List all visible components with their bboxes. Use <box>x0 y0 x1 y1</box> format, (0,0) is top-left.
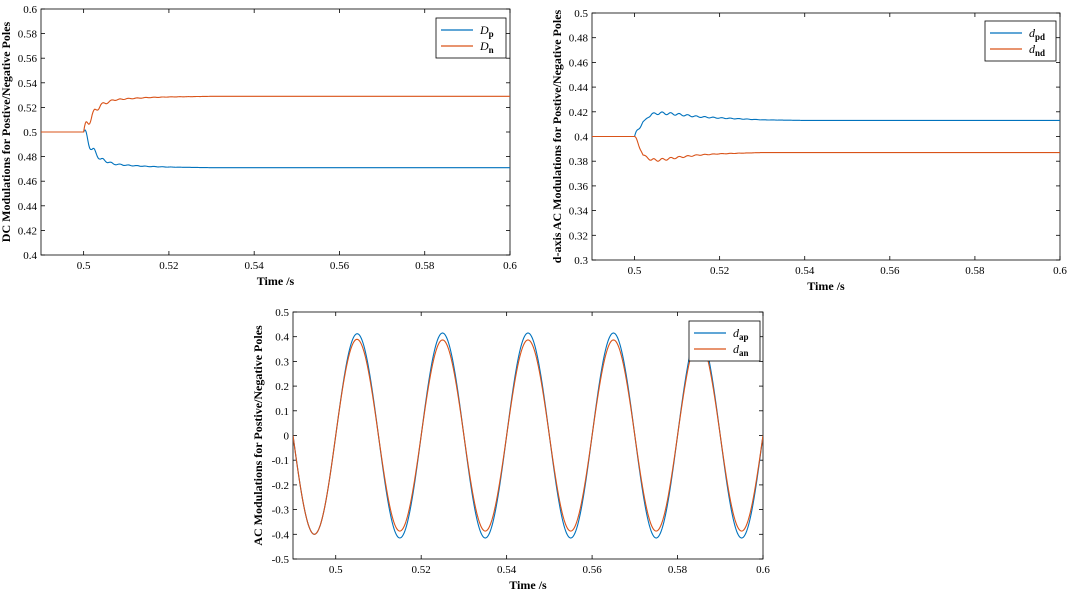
chart-ac: -0.5 -0.4 -0.3 -0.2 -0.1 0 0.1 0.2 0.3 0.4 0.5 0.5 0… <box>251 307 770 591</box>
x-tick-label: 0.58 <box>965 265 985 277</box>
y-tick-label: 0.3 <box>275 356 289 368</box>
x-tick-label: 0.56 <box>330 260 350 272</box>
y-tick-label: -0.2 <box>272 480 289 492</box>
y-tick-label: 0.4 <box>275 332 289 344</box>
y-tick-label: 0.48 <box>569 33 589 45</box>
y-tick-label: -0.4 <box>272 529 290 541</box>
x-tick-label: 0.54 <box>245 260 265 272</box>
series-line-Dp <box>41 129 510 169</box>
series-group <box>293 332 763 539</box>
legend-subscript: n <box>489 45 494 55</box>
y-tick-label: 0.34 <box>569 206 589 218</box>
legend-subscript: p <box>489 29 494 39</box>
series-line-Dn <box>41 95 510 133</box>
y-tick-label: 0.36 <box>569 181 589 193</box>
x-tick-label: 0.56 <box>582 564 602 576</box>
legend-box <box>688 320 761 362</box>
x-tick-label: 0.58 <box>415 260 435 272</box>
x-tick-label: 0.52 <box>710 265 729 277</box>
y-tick-label: 0.56 <box>18 53 38 65</box>
plot-area <box>591 12 1061 261</box>
y-tick-label: 0.32 <box>569 230 588 242</box>
x-tick-label: 0.58 <box>668 564 688 576</box>
series-group <box>41 95 510 169</box>
x-axis-label: Time /s <box>257 274 295 288</box>
x-tick-label: 0.56 <box>880 265 900 277</box>
y-tick-label: 0.6 <box>23 4 37 16</box>
series-line-dan <box>293 338 763 535</box>
chart-daxis: 0.3 0.32 0.34 0.36 0.38 0.4 0.42 0.44 0.46 0.48 0.… <box>550 8 1067 293</box>
legend-box <box>435 17 507 59</box>
y-tick-label: 0.42 <box>569 107 588 119</box>
plot-area <box>292 311 764 560</box>
x-axis-label: Time /s <box>807 279 845 293</box>
y-tick-label: -0.3 <box>272 505 290 517</box>
y-tick-label: 0.2 <box>275 381 289 393</box>
y-tick-label: 0.5 <box>23 127 37 139</box>
y-tick-label: 0.1 <box>275 406 289 418</box>
y-tick-label: 0.44 <box>569 82 589 94</box>
legend-subscript: nd <box>1035 48 1045 58</box>
chart-dc: 0.4 0.42 0.44 0.46 0.48 0.5 0.52 0.54 0.56 0.58 0.… <box>0 4 517 288</box>
y-axis-label: AC Modulations for Postive/Negative Pole… <box>251 325 265 546</box>
y-tick-label: 0.46 <box>569 57 589 69</box>
x-tick-label: 0.54 <box>497 564 517 576</box>
legend-subscript: ap <box>739 332 749 342</box>
y-tick-label: 0.48 <box>18 152 38 164</box>
x-tick-label: 0.5 <box>77 260 91 272</box>
y-tick-label: 0.5 <box>275 307 289 319</box>
y-tick-label: -0.5 <box>272 554 290 566</box>
x-tick-label: 0.6 <box>1053 265 1067 277</box>
x-axis-label: Time /s <box>509 578 547 591</box>
y-tick-label: 0.38 <box>569 156 589 168</box>
series-line-dpd <box>592 111 1060 138</box>
y-tick-label: 0.46 <box>18 176 38 188</box>
y-tick-label: 0.3 <box>574 255 588 267</box>
legend-subscript: pd <box>1035 32 1045 42</box>
legend-box <box>984 20 1057 62</box>
x-tick-label: 0.5 <box>628 265 642 277</box>
series-line-dnd <box>592 135 1060 162</box>
y-tick-label: 0.58 <box>18 29 38 41</box>
series-group <box>592 111 1060 162</box>
x-tick-label: 0.6 <box>503 260 517 272</box>
y-tick-label: 0.44 <box>18 201 38 213</box>
y-tick-label: 0.5 <box>574 8 588 20</box>
y-tick-label: 0.4 <box>574 132 588 144</box>
y-tick-label: 0.52 <box>18 102 37 114</box>
y-axis-label: DC Modulations for Postive/Negative Pole… <box>0 21 13 242</box>
plot-area <box>40 8 511 256</box>
y-tick-label: 0.42 <box>18 225 37 237</box>
y-tick-label: 0.54 <box>18 78 38 90</box>
x-tick-label: 0.52 <box>412 564 431 576</box>
x-tick-label: 0.54 <box>795 265 815 277</box>
x-tick-label: 0.5 <box>329 564 343 576</box>
y-tick-label: 0 <box>284 431 290 443</box>
legend-subscript: an <box>739 348 749 358</box>
y-tick-label: -0.1 <box>272 455 289 467</box>
y-tick-label: 0.4 <box>23 250 37 262</box>
y-axis-label: d-axis AC Modulations for Postive/Negati… <box>550 9 564 263</box>
x-tick-label: 0.6 <box>756 564 770 576</box>
x-tick-label: 0.52 <box>159 260 178 272</box>
